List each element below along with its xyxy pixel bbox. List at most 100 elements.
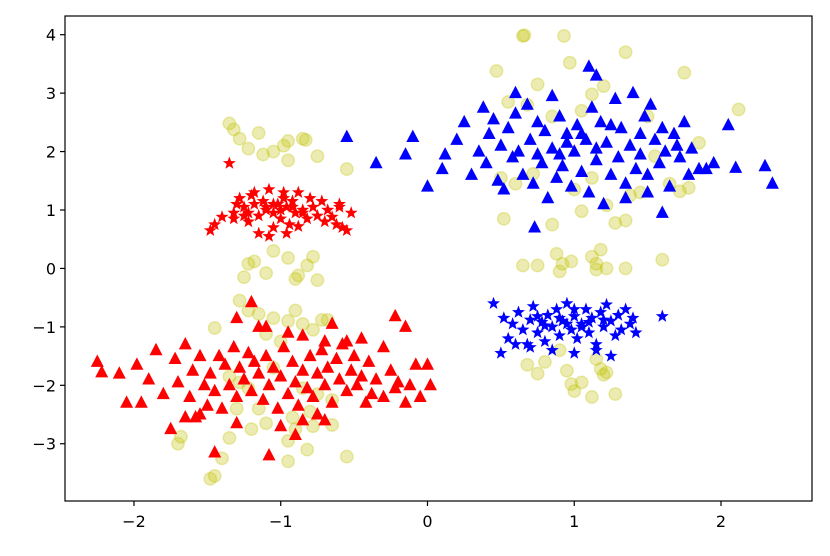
point-4-88 bbox=[296, 413, 310, 426]
point-0-90 bbox=[574, 204, 589, 219]
point-3-41 bbox=[585, 100, 599, 113]
point-2-12 bbox=[535, 315, 549, 328]
point-0-1 bbox=[226, 122, 241, 137]
series-4 bbox=[90, 294, 437, 461]
y-tick-label: 0 bbox=[46, 259, 56, 278]
point-3-62 bbox=[663, 179, 677, 192]
point-3-43 bbox=[594, 114, 608, 128]
point-3-35 bbox=[564, 179, 578, 192]
point-1-40 bbox=[252, 226, 266, 239]
point-0-123 bbox=[589, 352, 604, 366]
point-3-59 bbox=[652, 155, 666, 169]
point-2-40 bbox=[523, 340, 537, 353]
series-0 bbox=[171, 28, 746, 486]
point-2-41 bbox=[545, 343, 559, 356]
point-4-37 bbox=[271, 401, 285, 414]
point-1-26 bbox=[303, 191, 317, 204]
point-2-10 bbox=[526, 299, 540, 312]
point-4-5 bbox=[134, 395, 148, 408]
point-0-30 bbox=[288, 303, 303, 318]
point-4-7 bbox=[149, 342, 163, 356]
point-4-95 bbox=[259, 319, 273, 332]
point-0-67 bbox=[618, 45, 633, 60]
point-1-18 bbox=[277, 191, 291, 204]
point-4-65 bbox=[377, 389, 390, 402]
point-4-51 bbox=[321, 360, 335, 373]
point-3-88 bbox=[531, 147, 545, 160]
point-3-32 bbox=[553, 109, 567, 122]
point-4-62 bbox=[362, 354, 376, 367]
point-2-1 bbox=[655, 309, 669, 322]
point-4-18 bbox=[200, 398, 214, 411]
point-4-58 bbox=[347, 348, 361, 362]
point-1-25 bbox=[300, 212, 314, 225]
point-0-105 bbox=[593, 242, 608, 257]
point-2-15 bbox=[545, 320, 559, 333]
x-tick-label: 2 bbox=[716, 512, 726, 531]
point-3-0 bbox=[340, 129, 354, 142]
point-0-73 bbox=[584, 87, 599, 102]
point-1-12 bbox=[256, 194, 270, 207]
x-tick-label: −2 bbox=[122, 512, 146, 531]
point-4-45 bbox=[300, 380, 314, 394]
point-0-118 bbox=[584, 390, 599, 404]
point-4-90 bbox=[318, 413, 332, 426]
point-0-66 bbox=[557, 28, 571, 43]
point-2-30 bbox=[600, 297, 613, 311]
point-3-49 bbox=[614, 120, 628, 134]
point-2-45 bbox=[560, 317, 574, 330]
point-3-84 bbox=[553, 147, 567, 160]
point-1-32 bbox=[325, 210, 339, 223]
series-3 bbox=[340, 59, 779, 233]
point-1-14 bbox=[262, 182, 276, 195]
point-2-9 bbox=[523, 313, 537, 326]
point-3-29 bbox=[541, 190, 555, 204]
point-3-36 bbox=[567, 144, 581, 157]
point-2-21 bbox=[567, 309, 581, 322]
point-4-48 bbox=[310, 366, 324, 379]
point-4-13 bbox=[183, 389, 197, 402]
point-0-71 bbox=[530, 77, 545, 92]
point-3-83 bbox=[604, 117, 618, 131]
point-0-49 bbox=[173, 429, 188, 444]
point-1-5 bbox=[230, 197, 244, 210]
point-1-48 bbox=[259, 200, 273, 213]
point-2-31 bbox=[604, 314, 618, 327]
point-0-45 bbox=[285, 410, 300, 425]
point-4-33 bbox=[256, 392, 270, 405]
point-3-46 bbox=[604, 167, 618, 180]
point-3-66 bbox=[677, 114, 691, 128]
point-3-56 bbox=[641, 167, 655, 180]
point-3-11 bbox=[476, 100, 490, 113]
point-3-89 bbox=[641, 185, 655, 198]
point-2-37 bbox=[626, 311, 640, 324]
point-3-57 bbox=[644, 97, 658, 110]
point-3-90 bbox=[655, 205, 669, 218]
point-3-64 bbox=[670, 138, 684, 151]
point-1-11 bbox=[252, 209, 266, 222]
point-2-7 bbox=[516, 323, 530, 336]
y-tick-label: 2 bbox=[46, 143, 56, 162]
point-4-10 bbox=[168, 351, 182, 364]
point-0-112 bbox=[530, 366, 545, 381]
point-4-39 bbox=[277, 339, 291, 353]
point-4-57 bbox=[344, 363, 358, 376]
point-3-87 bbox=[633, 147, 647, 160]
point-3-14 bbox=[487, 112, 500, 125]
point-3-76 bbox=[528, 220, 542, 233]
point-0-56 bbox=[339, 449, 354, 464]
point-3-22 bbox=[516, 167, 530, 180]
point-2-17 bbox=[553, 328, 566, 342]
point-4-75 bbox=[244, 294, 258, 308]
point-0-2 bbox=[251, 125, 266, 140]
point-0-23 bbox=[288, 272, 303, 286]
point-4-38 bbox=[274, 369, 288, 382]
point-0-91 bbox=[618, 213, 633, 228]
point-4-71 bbox=[409, 357, 423, 370]
point-3-47 bbox=[608, 91, 622, 104]
point-1-23 bbox=[291, 185, 305, 198]
point-4-23 bbox=[218, 357, 232, 370]
point-0-121 bbox=[608, 387, 623, 402]
point-0-107 bbox=[599, 261, 614, 276]
